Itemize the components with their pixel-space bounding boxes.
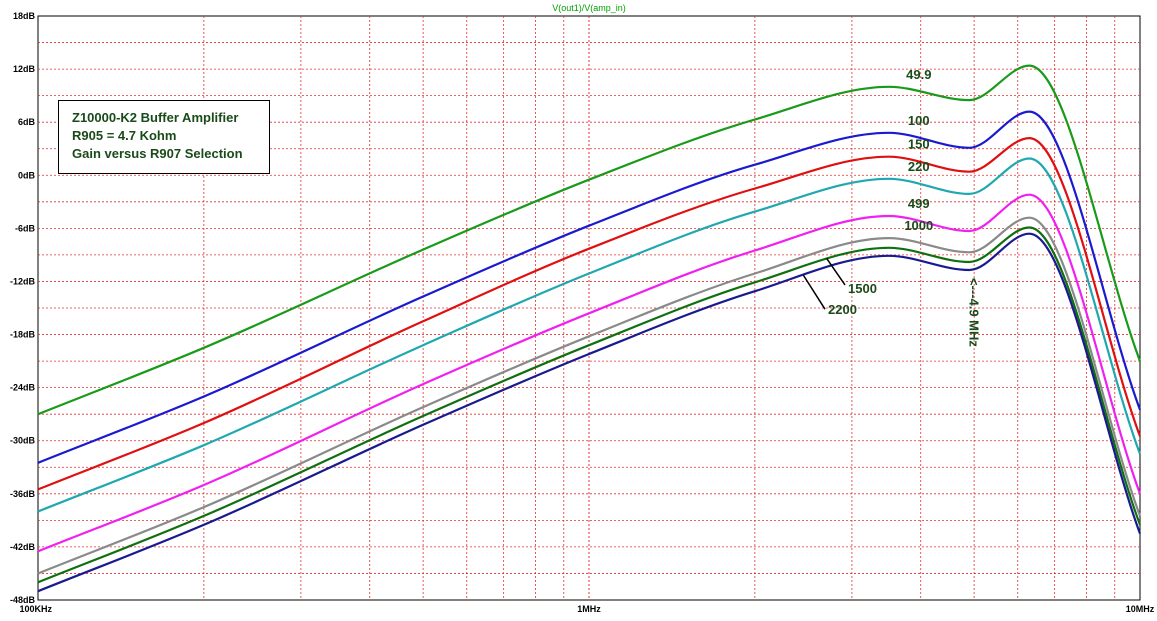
info-line-1: Z10000-K2 Buffer Amplifier (72, 110, 239, 125)
info-line-3: Gain versus R907 Selection (72, 146, 243, 161)
series-line-1500 (37, 226, 1142, 584)
x-tick-label: 100KHz (19, 604, 52, 614)
series-label: 1500 (848, 281, 877, 296)
series-label: 100 (908, 113, 930, 128)
y-tick-label: -42dB (10, 542, 36, 552)
series-line-1000 (37, 216, 1142, 575)
series-line-150 (37, 136, 1142, 491)
info-box: Z10000-K2 Buffer Amplifier R905 = 4.7 Ko… (58, 100, 270, 174)
y-tick-label: -24dB (10, 383, 36, 393)
y-tick-label: -12dB (10, 276, 36, 286)
series-label: 2200 (828, 302, 857, 317)
y-tick-label: -30dB (10, 436, 36, 446)
y-tick-label: 18dB (13, 11, 36, 21)
y-tick-label: 6dB (18, 117, 36, 127)
frequency-annotation: <---4.9 MHz (966, 278, 981, 347)
y-tick-label: -48dB (10, 595, 36, 605)
series-line-49.9 (37, 64, 1142, 416)
series-leader-line (802, 274, 826, 310)
series-label: 499 (908, 196, 930, 211)
series-line-100 (37, 110, 1142, 464)
series-label: 49.9 (906, 67, 931, 82)
chart-title: V(out1)/V(amp_in) (552, 3, 626, 13)
series-label: 150 (908, 137, 930, 152)
x-tick-label: 1MHz (577, 604, 601, 614)
series-line-220 (37, 157, 1142, 513)
series-line-2200 (37, 232, 1142, 593)
series-label: 1000 (904, 218, 933, 233)
series-line-499 (37, 193, 1142, 553)
x-tick-label: 10MHz (1126, 604, 1155, 614)
y-tick-label: -36dB (10, 489, 36, 499)
y-tick-label: 0dB (18, 170, 36, 180)
series-leader-line (826, 258, 846, 286)
y-tick-label: -6dB (15, 223, 36, 233)
y-tick-label: -18dB (10, 330, 36, 340)
series-label: 220 (908, 159, 930, 174)
info-line-2: R905 = 4.7 Kohm (72, 128, 177, 143)
y-tick-label: 12dB (13, 64, 36, 74)
